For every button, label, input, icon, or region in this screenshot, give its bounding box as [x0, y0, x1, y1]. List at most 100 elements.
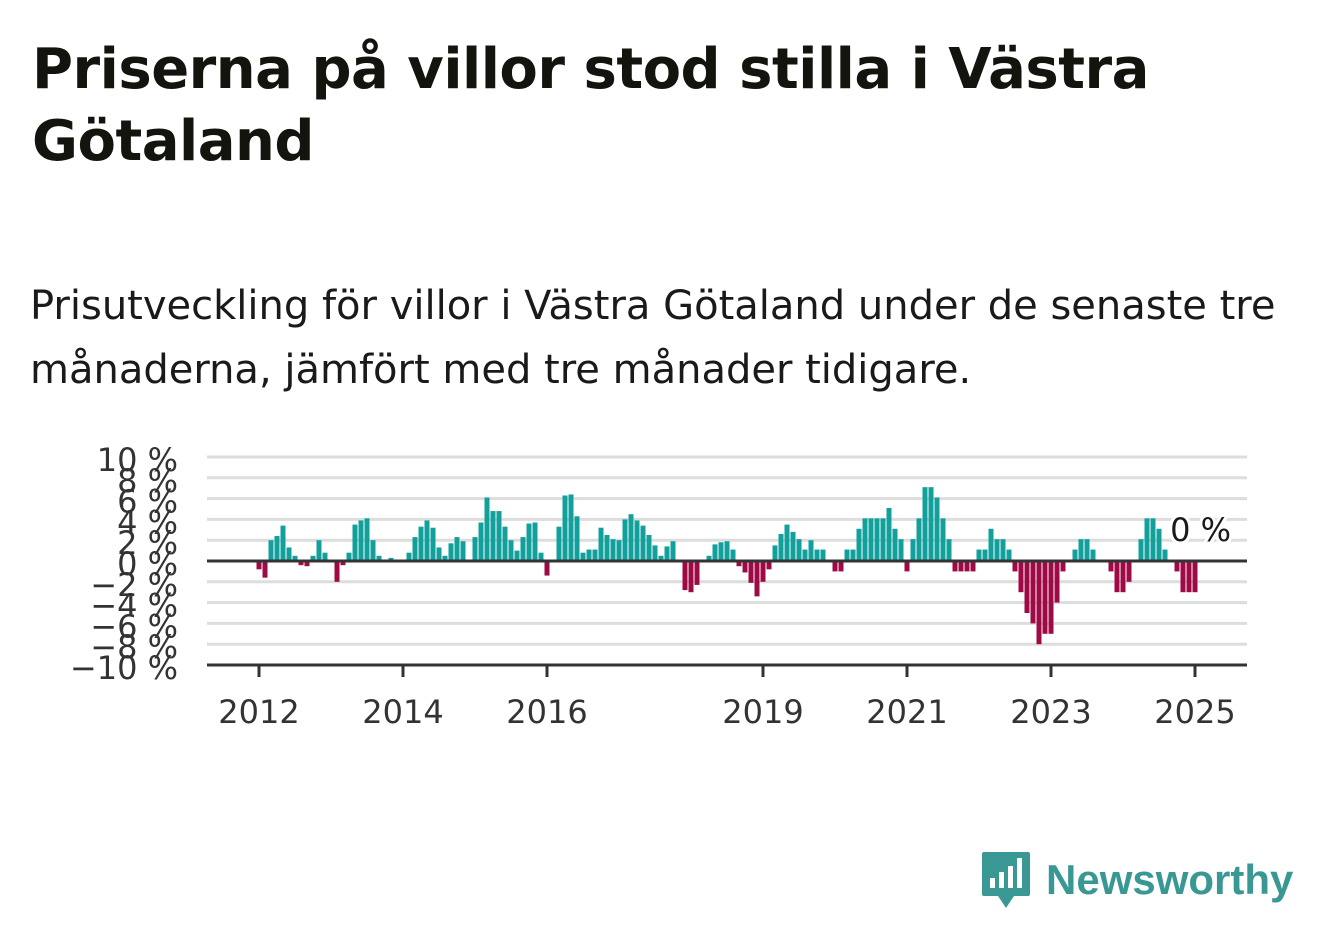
- bar: [562, 495, 568, 561]
- bar: [472, 537, 478, 561]
- bar: [934, 497, 940, 561]
- bar: [286, 547, 292, 561]
- bar: [1078, 539, 1084, 561]
- bar: [790, 531, 796, 561]
- bar: [430, 527, 436, 561]
- bar: [646, 535, 652, 561]
- bar: [892, 528, 898, 561]
- bar: [1114, 561, 1120, 593]
- bar: [478, 522, 484, 561]
- bar: [262, 561, 268, 578]
- bar: [616, 540, 622, 561]
- bar: [292, 555, 298, 561]
- bar: [766, 561, 772, 570]
- bar: [1180, 561, 1186, 593]
- bar: [850, 549, 856, 561]
- bar: [724, 541, 730, 561]
- bar: [304, 561, 310, 567]
- bar: [298, 561, 304, 566]
- bar: [436, 547, 442, 561]
- bar: [754, 561, 760, 597]
- bar: [280, 525, 286, 561]
- bar: [988, 528, 994, 561]
- bar: [502, 526, 508, 561]
- bar: [652, 545, 658, 561]
- bar: [364, 518, 370, 561]
- bar: [682, 561, 688, 591]
- y-tick-label: −4 %: [90, 587, 178, 625]
- bar: [1084, 539, 1090, 561]
- bar: [406, 552, 412, 561]
- bar: [922, 487, 928, 561]
- bar: [706, 555, 712, 561]
- bar: [1192, 561, 1198, 593]
- bar: [460, 541, 466, 561]
- bar-chart-logo-icon: [982, 852, 1030, 908]
- bar: [1156, 528, 1162, 561]
- bar: [1138, 539, 1144, 561]
- bar: [772, 545, 778, 561]
- bar: [784, 524, 790, 561]
- x-tick-label: 2012: [218, 693, 299, 731]
- bar: [1012, 561, 1018, 572]
- bar: [844, 549, 850, 561]
- x-tick-label: 2025: [1154, 693, 1235, 731]
- bar: [856, 528, 862, 561]
- bar: [1048, 561, 1054, 634]
- bar: [862, 518, 868, 561]
- x-tick-label: 2016: [506, 693, 587, 731]
- bar: [664, 546, 670, 561]
- x-tick-label: 2019: [722, 693, 803, 731]
- brand-name: Newsworthy: [1046, 856, 1294, 903]
- bar: [910, 539, 916, 561]
- bar: [568, 494, 574, 561]
- bar: [508, 540, 514, 561]
- y-tick-label: 2 %: [117, 524, 178, 562]
- bar: [1060, 561, 1066, 572]
- x-tick-label: 2023: [1010, 693, 1091, 731]
- bar: [712, 544, 718, 561]
- y-tick-label: 0 %: [117, 545, 178, 583]
- bar: [370, 540, 376, 561]
- bar: [688, 561, 694, 593]
- bar: [982, 549, 988, 561]
- bar: [1162, 549, 1168, 561]
- bar: [1186, 561, 1192, 593]
- bar: [346, 552, 352, 561]
- bar: [808, 540, 814, 561]
- bar: [1174, 561, 1180, 572]
- bar: [442, 555, 448, 561]
- bar: [448, 543, 454, 561]
- bar: [418, 526, 424, 561]
- bar: [898, 539, 904, 561]
- bar: [718, 542, 724, 561]
- bar: [544, 561, 550, 576]
- bar: [1108, 561, 1114, 572]
- bar: [256, 561, 262, 570]
- bar: [640, 525, 646, 561]
- bar: [592, 549, 598, 561]
- bar: [1000, 539, 1006, 561]
- bar: [916, 518, 922, 561]
- bar: [1120, 561, 1126, 593]
- brand-logo: Newsworthy: [980, 848, 1293, 912]
- bar: [796, 539, 802, 561]
- y-tick-label: −10 %: [70, 649, 178, 687]
- bar: [1024, 561, 1030, 613]
- bar: [886, 507, 892, 561]
- bar: [1018, 561, 1024, 593]
- bar: [424, 520, 430, 561]
- bar: [574, 516, 580, 561]
- bar-chart: −10 %−8 %−6 %−4 %−2 %0 %2 %4 %6 %8 %10 %…: [70, 441, 1247, 731]
- bar: [412, 537, 418, 561]
- bar: [604, 535, 610, 561]
- bar: [742, 561, 748, 573]
- bar: [778, 533, 784, 561]
- bar: [622, 519, 628, 561]
- bar: [868, 518, 874, 561]
- bar: [814, 549, 820, 561]
- last-value-label: 0 %: [1170, 511, 1231, 549]
- bar: [928, 487, 934, 561]
- bar: [556, 526, 562, 561]
- bar: [322, 552, 328, 561]
